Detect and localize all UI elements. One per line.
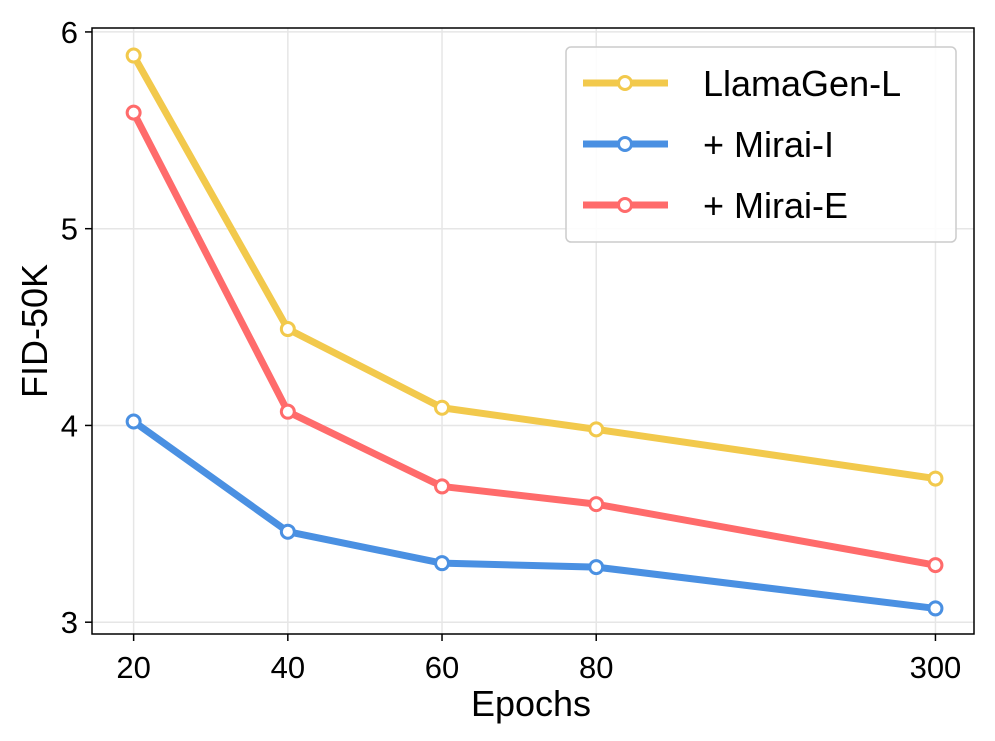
data-point — [434, 399, 451, 416]
legend-item: LlamaGen-L — [583, 63, 901, 104]
y-tick-label: 3 — [61, 605, 78, 640]
legend-item: + Mirai-I — [583, 124, 834, 165]
y-tick-label: 5 — [61, 212, 78, 247]
series-layer — [125, 47, 944, 617]
y-axis-label: FID-50K — [14, 264, 55, 398]
legend-marker — [617, 75, 633, 91]
data-point — [588, 421, 605, 438]
y-axis-ticks: 3 4 5 6 — [61, 15, 92, 640]
data-point — [588, 559, 605, 576]
series-line — [130, 418, 939, 612]
legend-label: + Mirai-E — [703, 185, 848, 226]
x-tick-label: 60 — [425, 650, 459, 685]
legend-item: + Mirai-E — [583, 185, 848, 226]
data-point — [927, 470, 944, 487]
legend-marker — [617, 197, 633, 213]
legend: LlamaGen-L + Mirai-I + Mirai-E — [565, 46, 957, 243]
grid — [92, 28, 974, 634]
data-point — [125, 104, 142, 121]
data-point — [588, 496, 605, 513]
data-point — [125, 47, 142, 64]
legend-marker — [617, 136, 633, 152]
data-point — [434, 555, 451, 572]
x-tick-label: 40 — [271, 650, 305, 685]
y-tick-label: 6 — [61, 15, 78, 50]
data-point — [927, 600, 944, 617]
legend-label: + Mirai-I — [703, 124, 834, 165]
x-tick-label: 300 — [910, 650, 962, 685]
x-axis-ticks: 20 40 60 80 300 — [116, 634, 961, 685]
x-tick-label: 20 — [116, 650, 150, 685]
legend-label: LlamaGen-L — [703, 63, 901, 104]
data-point — [279, 523, 296, 540]
series-mirai-e — [125, 104, 944, 574]
plot-area-frame — [91, 27, 975, 635]
series-mirai-i — [125, 413, 944, 617]
legend-box — [565, 46, 957, 243]
x-tick-label: 80 — [579, 650, 613, 685]
x-axis-label: Epochs — [471, 683, 591, 724]
data-point — [434, 478, 451, 495]
y-tick-label: 4 — [61, 408, 78, 443]
data-point — [927, 557, 944, 574]
data-point — [279, 403, 296, 420]
data-point — [125, 413, 142, 430]
series-llamagen-l — [125, 47, 944, 487]
data-point — [279, 321, 296, 338]
